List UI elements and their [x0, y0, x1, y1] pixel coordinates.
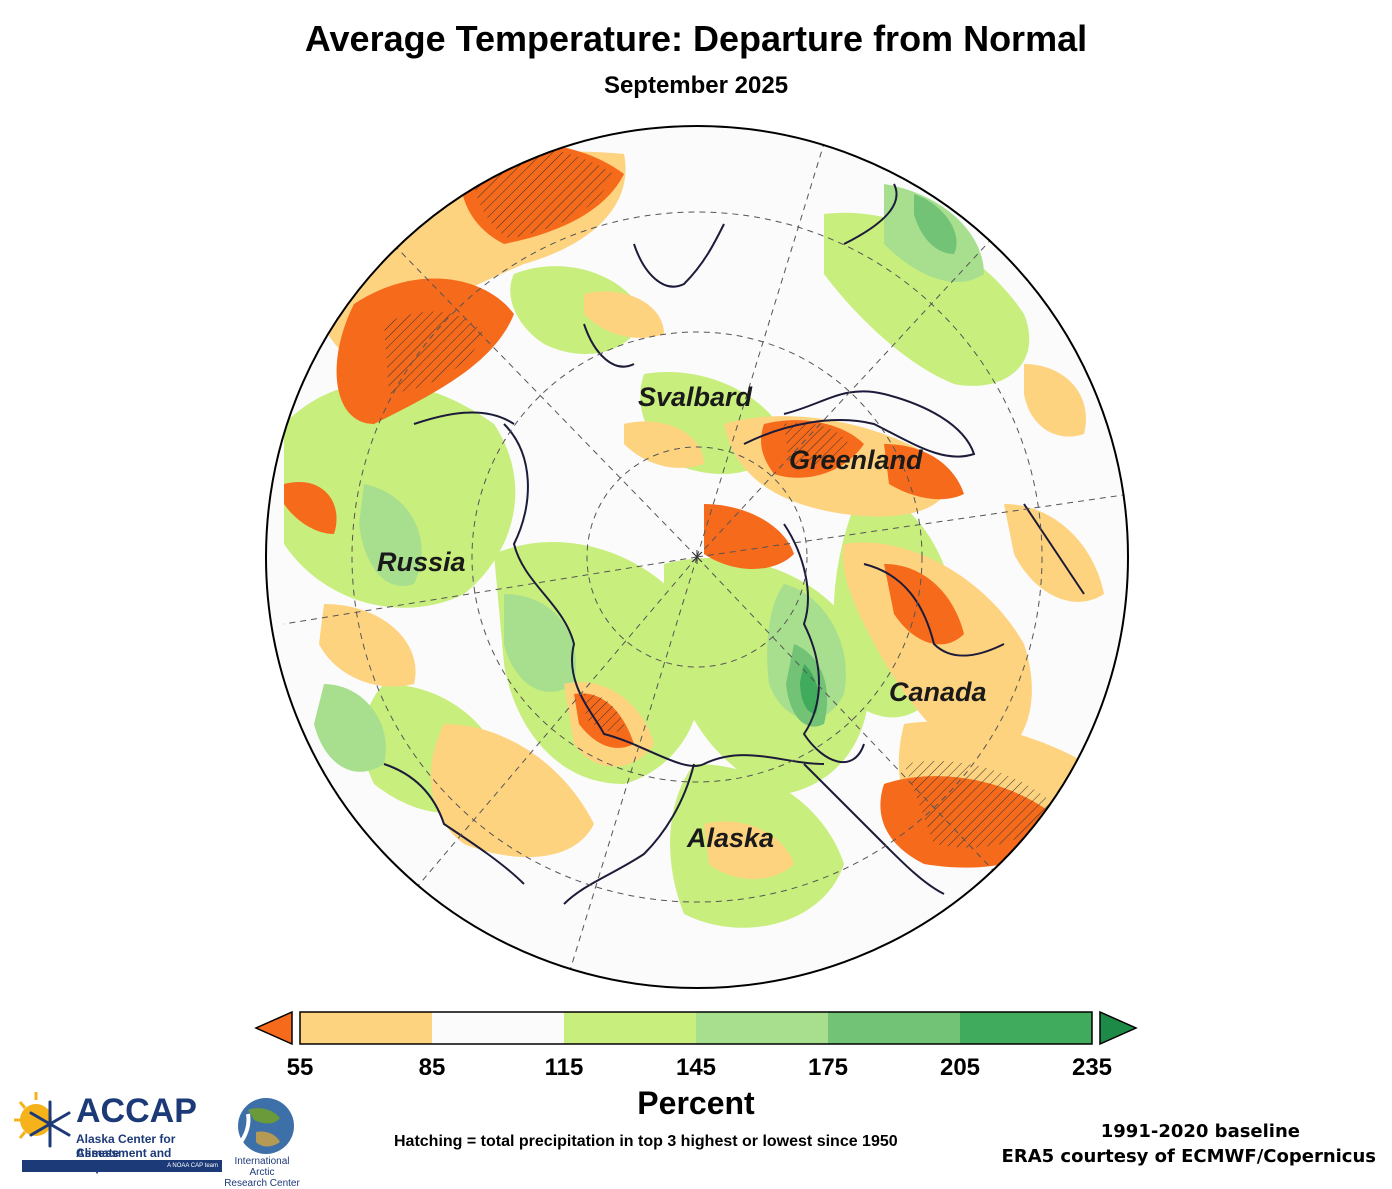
colorbar-segment	[696, 1012, 829, 1044]
colorbar-segment	[432, 1012, 565, 1044]
colorbar-segment	[960, 1012, 1093, 1044]
north-pole-marker	[691, 550, 703, 564]
colorbar	[254, 1010, 1138, 1046]
label-canada: Canada	[889, 677, 987, 707]
colorbar-under-arrow	[254, 1010, 293, 1046]
colorbar-tick-label: 115	[544, 1054, 584, 1081]
coastlines	[383, 183, 1085, 905]
baseline-note: 1991-2020 baseline	[1100, 1121, 1300, 1142]
label-russia: Russia	[377, 547, 466, 577]
colorbar-tick-label: 145	[675, 1054, 717, 1081]
globe-icon	[236, 1098, 294, 1154]
map-border	[265, 125, 1129, 989]
accap-tagline: A NOAA CAP team	[22, 1160, 222, 1172]
sun-snowflake-icon	[14, 1092, 71, 1148]
label-svalbard: Svalbard	[638, 382, 753, 412]
iarc-line-1: International Arctic	[234, 1156, 290, 1178]
colorbar-tick-label: 85	[418, 1054, 446, 1081]
map-title: Average Temperature: Departure from Norm…	[304, 18, 1088, 59]
colorbar-segment	[828, 1012, 961, 1044]
colorbar-over-arrow	[1099, 1010, 1138, 1046]
hatching-note: Hatching = total precipitation in top 3 …	[394, 1133, 898, 1150]
label-greenland: Greenland	[789, 445, 923, 475]
colorbar-tick-label: 235	[1071, 1054, 1113, 1081]
accap-logo: ACCAP Alaska Center for Climate Assessme…	[10, 1086, 222, 1176]
polar-map: Svalbard Greenland Russia Canada Alaska	[265, 125, 1129, 989]
accap-line-1: Alaska Center for Climate	[76, 1132, 176, 1160]
colorbar-tick-label: 55	[286, 1054, 314, 1081]
map-subtitle: September 2025	[603, 72, 789, 99]
iarc-logo: International Arctic Research Center	[222, 1096, 302, 1189]
graticule	[283, 126, 1128, 988]
colorbar-frame	[299, 1011, 1093, 1045]
colorbar-unit: Percent	[637, 1085, 755, 1121]
colorbar-tick-label: 205	[939, 1054, 981, 1081]
colorbar-segment	[564, 1012, 697, 1044]
label-alaska: Alaska	[686, 823, 774, 853]
colorbar-tick-label: 175	[807, 1054, 849, 1081]
data-credit: ERA5 courtesy of ECMWF/Copernicus	[1001, 1146, 1376, 1167]
accap-wordmark: ACCAP	[76, 1092, 197, 1130]
colorbar-segment	[300, 1012, 433, 1044]
